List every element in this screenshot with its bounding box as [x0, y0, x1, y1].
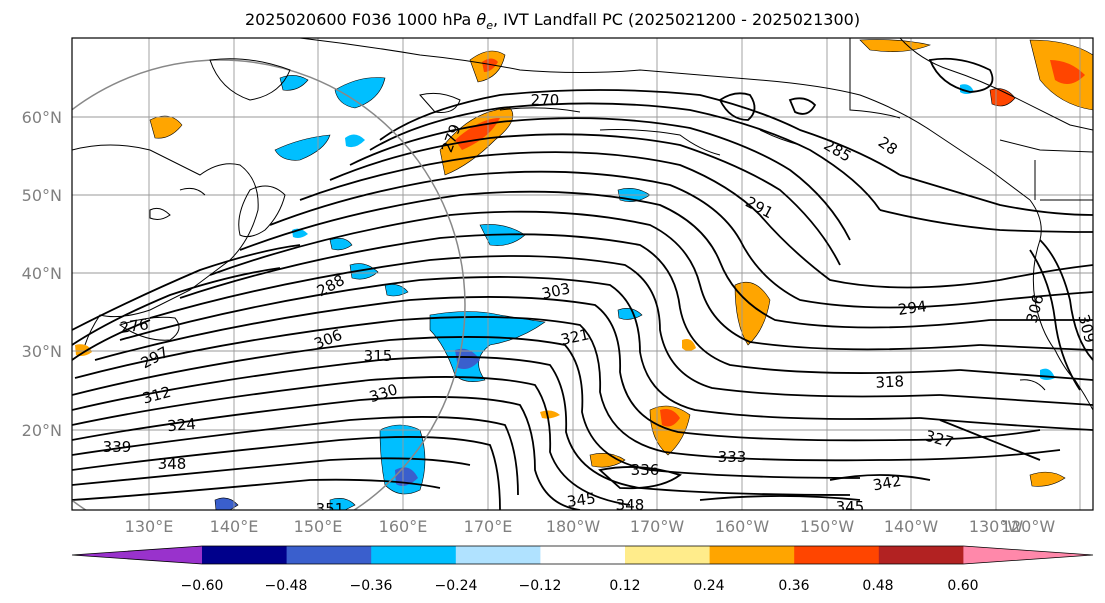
latitude-labels: 60°N 50°N 40°N 30°N 20°N: [22, 108, 62, 440]
lon-label: 150°E: [294, 517, 343, 536]
lon-label: 170°E: [464, 517, 513, 536]
positive-anomaly-shading: [75, 39, 1093, 487]
coastlines: [72, 38, 1093, 411]
lon-label: 150°W: [800, 517, 855, 536]
contour-label: 315: [364, 347, 393, 365]
colorbar-segment: [963, 546, 1093, 564]
title-theta-sub: e: [486, 19, 493, 33]
theta-e-contours: [72, 57, 1093, 510]
lat-label: 20°N: [22, 421, 62, 440]
lon-label: 140°E: [210, 517, 259, 536]
contour-label: 321: [559, 325, 591, 349]
map-panel: 270 279 285 28 291 288 294 303 306 276 2…: [72, 38, 1093, 518]
lon-label: 170°W: [630, 517, 685, 536]
contour-label: 270: [531, 91, 560, 109]
lon-label: 160°W: [715, 517, 770, 536]
map-title: 2025020600 F036 1000 hPa θe, IVT Landfal…: [0, 10, 1105, 32]
colorbar-outline: [71, 545, 1094, 565]
colorbar-segment: [286, 546, 372, 564]
contour-label: 345: [566, 489, 597, 511]
contour-label: 294: [897, 297, 928, 319]
colorbar-tick: 0.48: [862, 578, 893, 594]
colorbar-tick: 0.12: [609, 578, 640, 594]
lon-label: 180°W: [546, 517, 601, 536]
colorbar-segment: [371, 546, 457, 564]
lon-label: 140°W: [884, 517, 939, 536]
contour-label: 333: [718, 448, 747, 466]
colorbar-segment: [878, 546, 964, 564]
colorbar-tick: −0.48: [265, 578, 308, 594]
colorbar-segment: [540, 546, 626, 564]
colorbar-segment: [709, 546, 795, 564]
map-frame: [71, 37, 1094, 511]
title-theta: θ: [476, 10, 487, 29]
contour-label: 303: [540, 279, 572, 303]
colorbar: [71, 545, 1094, 565]
graticule: [72, 38, 1093, 510]
lat-label: 40°N: [22, 264, 62, 283]
title-suffix: , IVT Landfall PC (2025021200 - 20250213…: [493, 10, 861, 29]
colorbar-tick: −0.36: [350, 578, 393, 594]
colorbar-tick: 0.60: [947, 578, 978, 594]
longitude-labels: 130°E 140°E 150°E 160°E 170°E 180°W 170°…: [125, 517, 1056, 536]
colorbar-tick: −0.60: [181, 578, 224, 594]
colorbar-segment: [202, 546, 288, 564]
colorbar-segment: [794, 546, 880, 564]
colorbar-segment: [625, 546, 711, 564]
contour-label: 348: [616, 496, 645, 514]
colorbar-tick: 0.36: [778, 578, 809, 594]
lon-label: 130°E: [125, 517, 174, 536]
lon-label: 120°W: [1001, 517, 1056, 536]
colorbar-tick: −0.24: [435, 578, 478, 594]
lon-label: 160°E: [379, 517, 428, 536]
contour-label: 342: [871, 472, 902, 495]
lat-label: 30°N: [22, 342, 62, 361]
colorbar-segment: [72, 546, 202, 564]
contour-label: 348: [158, 455, 187, 473]
contour-label: 276: [119, 315, 150, 337]
contour-label: 324: [167, 415, 197, 435]
colorbar-tick: 0.24: [693, 578, 724, 594]
contour-label: 351: [316, 500, 345, 518]
lon-label: 130°W: [969, 517, 1024, 536]
landfall-circle: [72, 59, 466, 510]
contour-label: 336: [631, 461, 660, 479]
colorbar-segment: [455, 546, 541, 564]
colorbar-tick: −0.12: [519, 578, 562, 594]
contour-label: 345: [836, 498, 865, 516]
title-prefix: 2025020600 F036 1000 hPa: [244, 10, 477, 29]
contour-label: 318: [875, 372, 905, 391]
contour-label: 339: [103, 438, 132, 456]
lat-label: 50°N: [22, 186, 62, 205]
lat-label: 60°N: [22, 108, 62, 127]
colorbar-ticks: −0.60 −0.48 −0.36 −0.24 −0.12 0.12 0.24 …: [181, 578, 979, 594]
